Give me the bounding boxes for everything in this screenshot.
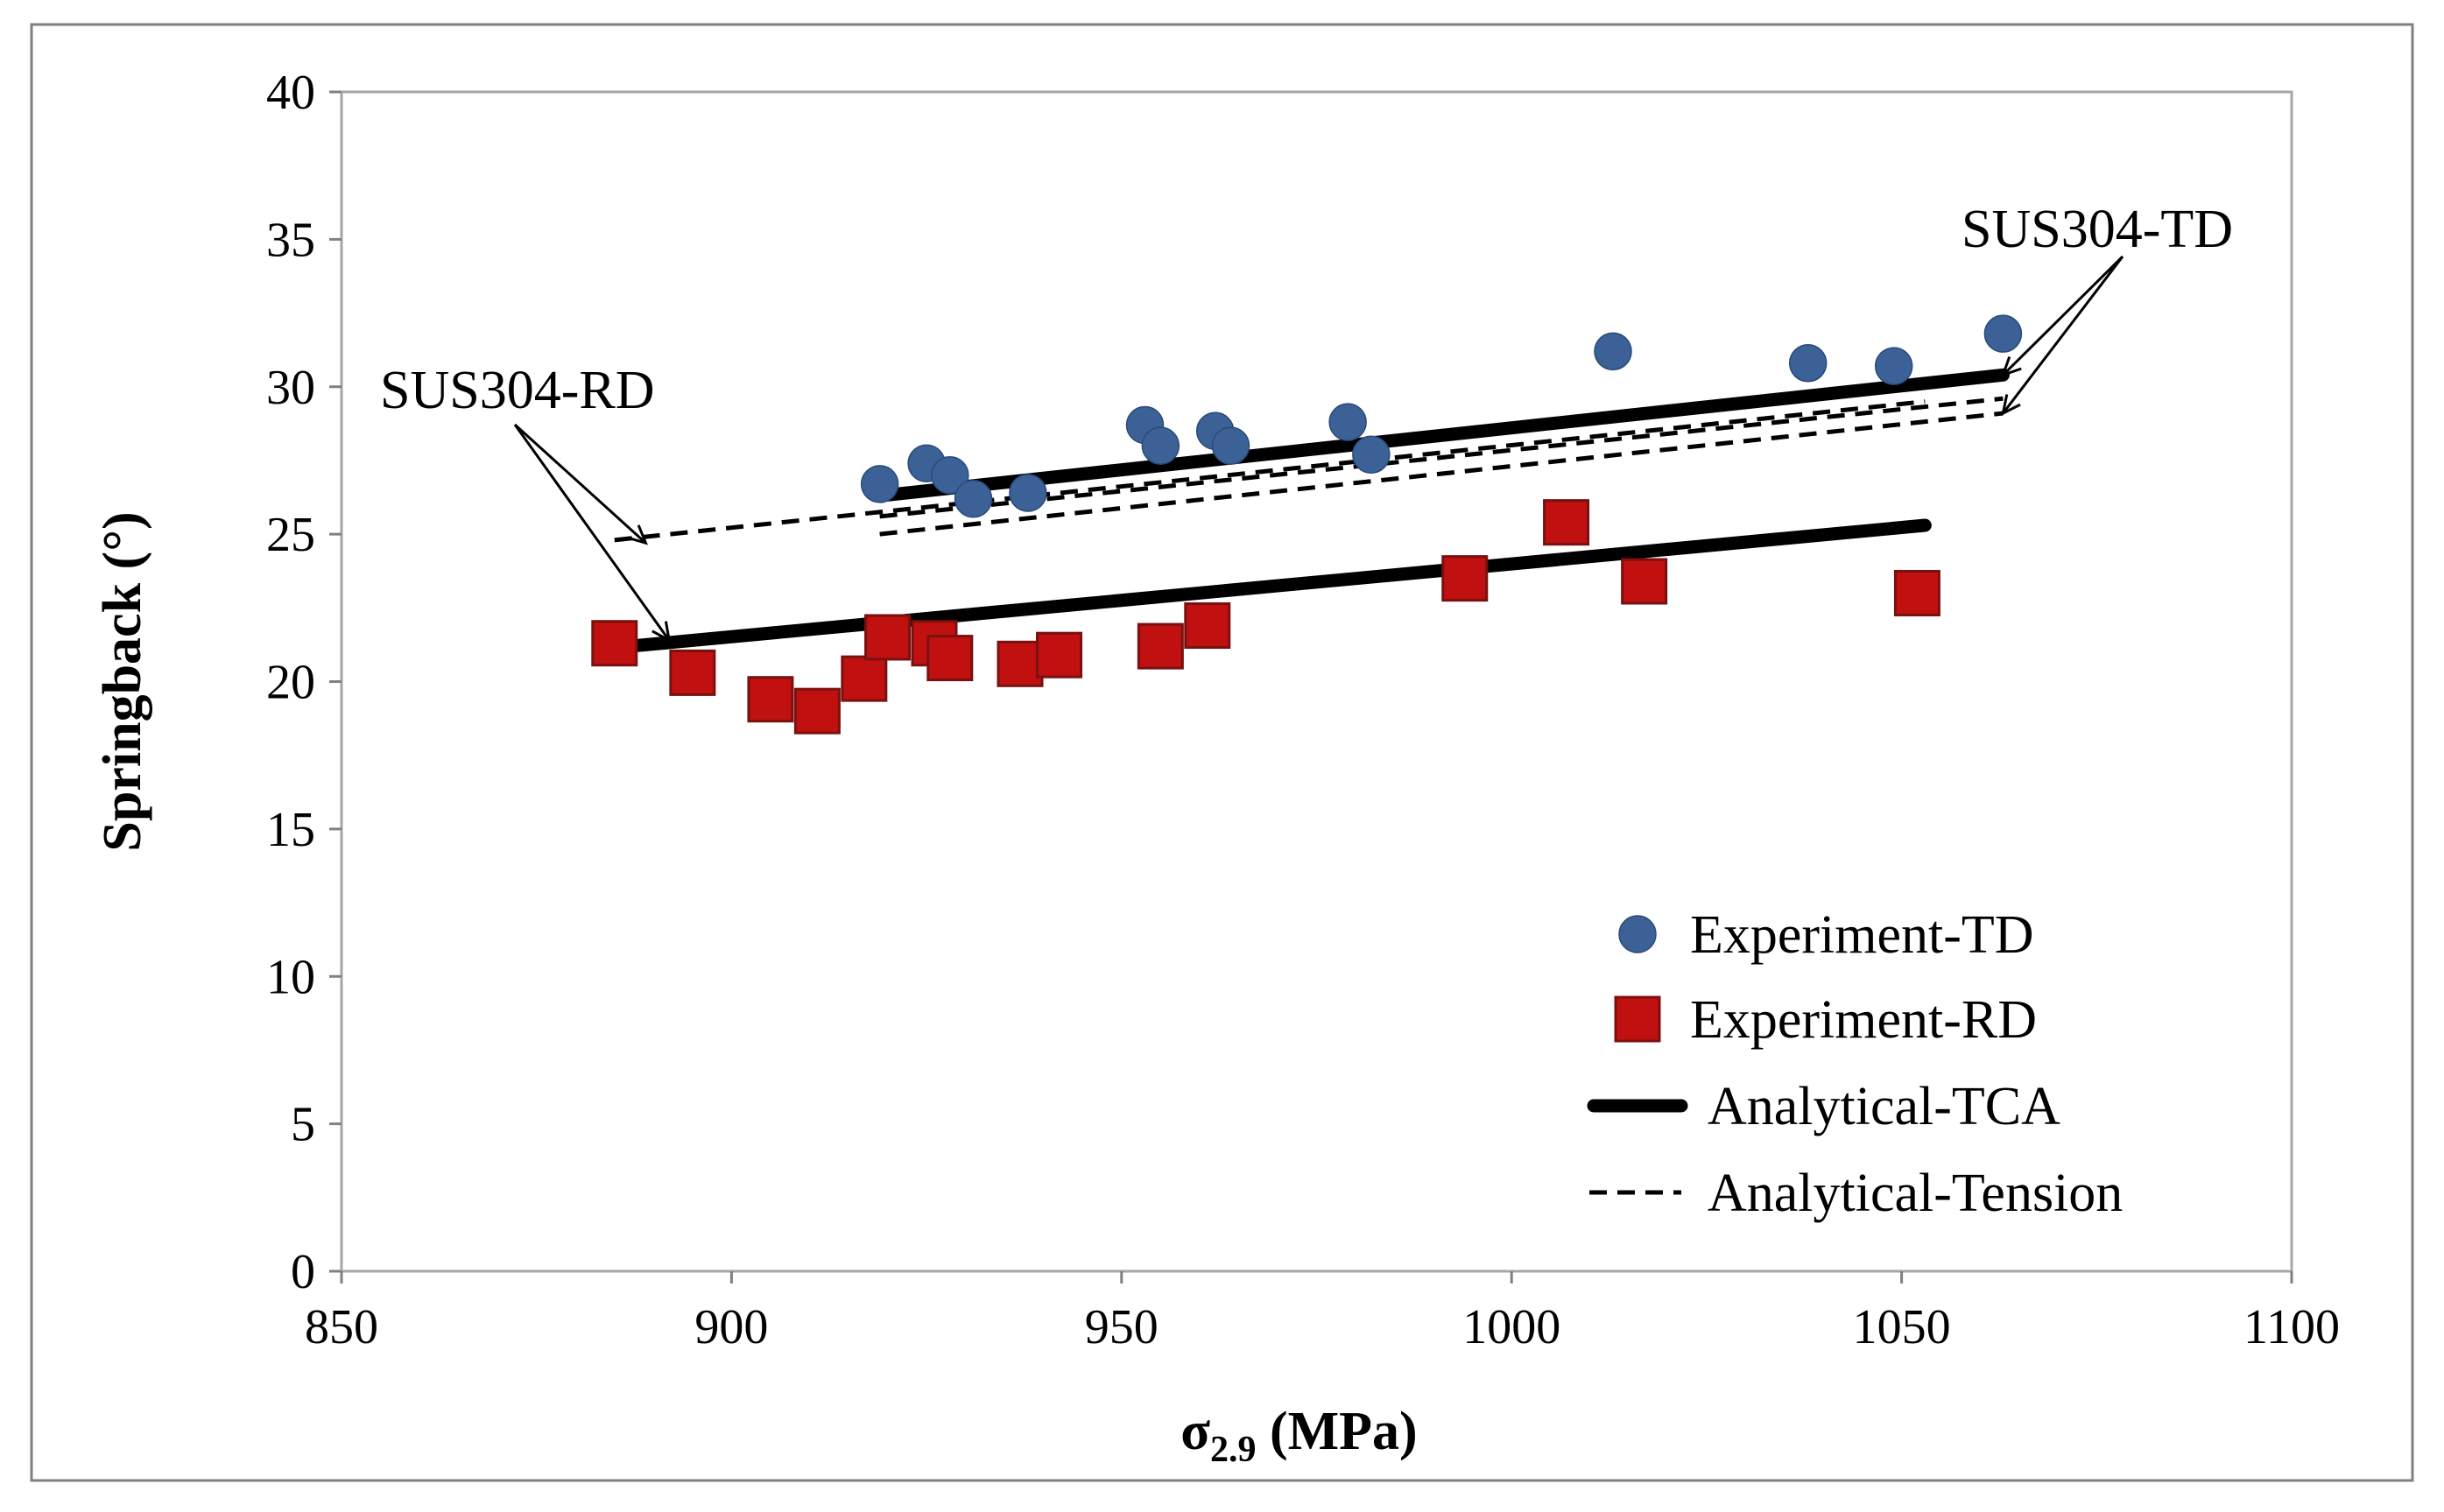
annotation-arrowhead xyxy=(2001,394,2021,416)
legend-rd-marker xyxy=(1614,995,1661,1043)
experiment-td-point xyxy=(1141,426,1180,465)
annotation-arrowhead xyxy=(626,524,648,545)
x-axis-symbol: σ xyxy=(1180,1402,1210,1461)
x-axis-unit: (MPa) xyxy=(1257,1402,1418,1461)
experiment-rd-point xyxy=(997,640,1044,687)
analytical-lines xyxy=(614,368,2010,653)
experiment-td-point xyxy=(1211,426,1250,465)
experiment-rd-point xyxy=(1036,631,1083,679)
annotation-arrowhead xyxy=(651,621,672,643)
legend: Experiment-TD Experiment-RD Analytical-TCA… xyxy=(1587,905,2123,1223)
annotation-arrowhead xyxy=(2000,356,2022,377)
x-axis-subscript: 2.9 xyxy=(1210,1430,1257,1470)
experiment-rd-point xyxy=(1893,569,1940,616)
x-tick-label: 1000 xyxy=(1462,1300,1560,1354)
outer-frame xyxy=(30,23,2414,1482)
experiment-rd-point xyxy=(669,649,716,696)
y-tick-label: 35 xyxy=(266,213,315,267)
experiment-rd-point xyxy=(1137,622,1184,670)
analytical-tension-line xyxy=(879,411,2004,537)
legend-td-marker xyxy=(1618,915,1657,953)
analytical-tension-line xyxy=(614,399,1926,543)
experiment-rd-point xyxy=(864,614,912,661)
annotations: SUS304-TD SUS304-RD xyxy=(380,200,2233,643)
x-tick-label: 1050 xyxy=(1853,1300,1951,1354)
y-axis-title: Springback (°) xyxy=(93,511,152,851)
experiment-td-point xyxy=(1352,435,1391,474)
legend-label: Analytical-Tension xyxy=(1708,1164,2123,1223)
y-tick-label: 40 xyxy=(266,66,315,120)
x-axis-title: σ2.9 (MPa) xyxy=(1180,1402,1417,1470)
experiment-td-point xyxy=(954,479,993,518)
experiment-rd-point xyxy=(841,655,888,702)
experiment-rd-point xyxy=(1621,558,1668,605)
annotation-arrow xyxy=(513,423,647,545)
experiment-td-point xyxy=(1594,332,1632,371)
y-tick-label: 30 xyxy=(266,361,315,415)
y-tick-label: 5 xyxy=(291,1098,315,1152)
experiment-rd-point xyxy=(747,676,794,723)
y-tick-label: 0 xyxy=(291,1245,315,1299)
experiment-rd-point xyxy=(1441,555,1489,602)
legend-label: Analytical-TCA xyxy=(1708,1077,2060,1136)
analytical-tension-line xyxy=(879,396,2004,519)
y-tick-label: 25 xyxy=(266,508,315,562)
experiment-td-point xyxy=(1983,314,2023,353)
annotation-arrow xyxy=(513,424,671,642)
experiment-points xyxy=(591,314,2023,735)
experiment-td-point xyxy=(1328,403,1367,441)
axis-ticks: 0 5 10 15 20 25 30 35 40 850 900 950 1000 1050 1100 xyxy=(266,66,2340,1354)
analytical-tca-line xyxy=(623,518,1932,653)
experiment-rd-point xyxy=(926,635,974,682)
y-tick-label: 20 xyxy=(266,656,315,710)
x-tick-label: 850 xyxy=(305,1300,378,1354)
annotation-label: SUS304-RD xyxy=(380,361,655,420)
y-tick-label: 15 xyxy=(266,803,315,857)
x-tick-label: 950 xyxy=(1085,1300,1159,1354)
analytical-tca-line xyxy=(873,368,2010,503)
x-tick-label: 900 xyxy=(694,1300,768,1354)
experiment-td-point xyxy=(1788,344,1828,383)
annotation-arrow xyxy=(2002,255,2124,376)
experiment-td-point xyxy=(1874,347,1913,385)
experiment-rd-point xyxy=(793,687,841,735)
legend-label: Experiment-TD xyxy=(1690,905,2034,965)
annotation-label: SUS304-TD xyxy=(1962,200,2233,259)
legend-label: Experiment-RD xyxy=(1690,990,2037,1050)
annotation-arrow xyxy=(2002,256,2124,414)
x-tick-label: 1100 xyxy=(2243,1300,2340,1354)
experiment-rd-point xyxy=(591,620,638,667)
experiment-td-point xyxy=(860,465,899,503)
experiment-td-point xyxy=(931,456,969,495)
y-tick-label: 10 xyxy=(266,950,315,1004)
experiment-rd-point xyxy=(1543,499,1590,546)
experiment-rd-point xyxy=(1184,602,1231,650)
experiment-td-point xyxy=(1009,474,1047,512)
